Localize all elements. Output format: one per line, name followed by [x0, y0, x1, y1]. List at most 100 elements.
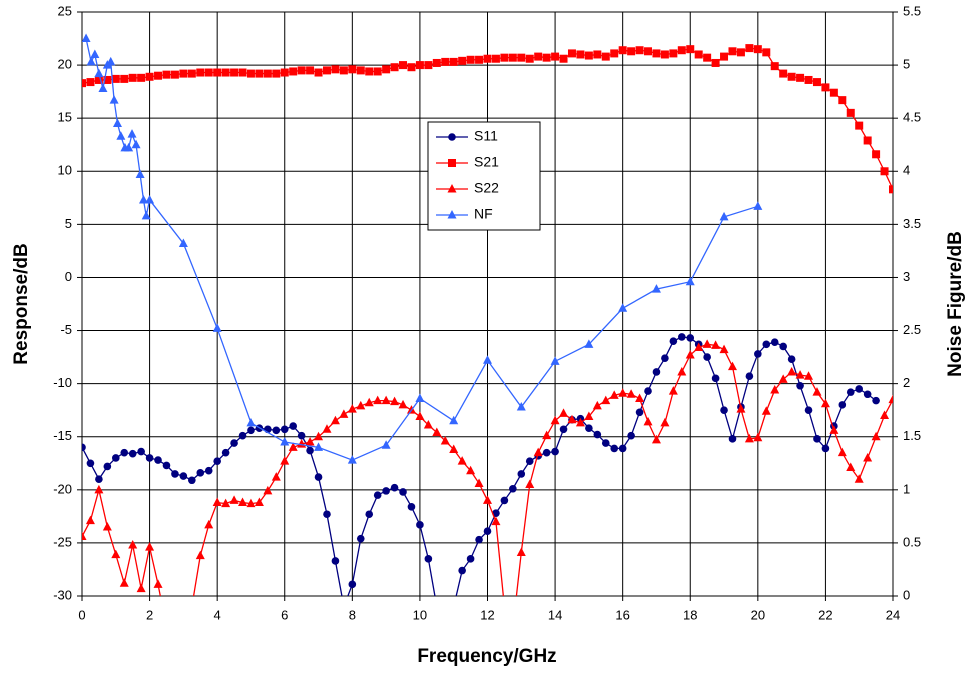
marker — [593, 50, 602, 59]
marker — [212, 323, 222, 332]
marker — [120, 74, 129, 83]
marker — [635, 46, 644, 55]
y-tick-label: -25 — [53, 534, 72, 549]
y2-tick-label: 1 — [903, 481, 910, 496]
marker — [112, 118, 122, 127]
marker — [111, 454, 120, 462]
marker — [872, 396, 880, 405]
x-tick-label: 14 — [548, 607, 562, 622]
marker — [855, 385, 864, 393]
y2-tick-label: 5 — [903, 57, 910, 72]
marker — [433, 603, 441, 611]
marker — [685, 349, 695, 359]
marker — [618, 444, 627, 453]
marker — [154, 456, 162, 464]
marker — [475, 535, 483, 544]
marker — [330, 415, 340, 425]
marker — [458, 566, 466, 575]
marker — [120, 448, 129, 457]
marker — [491, 54, 500, 63]
marker — [399, 488, 407, 496]
marker — [178, 238, 188, 247]
marker — [779, 342, 787, 351]
marker — [449, 444, 459, 453]
marker — [399, 61, 408, 70]
marker — [846, 388, 855, 396]
marker — [458, 56, 467, 65]
y-tick-label: 5 — [65, 216, 72, 231]
marker — [187, 69, 196, 78]
marker — [390, 63, 399, 72]
marker — [720, 406, 728, 414]
marker — [872, 150, 881, 159]
y-tick-label: -10 — [53, 375, 72, 390]
marker — [846, 108, 855, 117]
marker — [466, 465, 476, 475]
marker — [770, 62, 779, 71]
marker — [559, 425, 568, 434]
marker — [212, 497, 222, 507]
marker — [720, 52, 729, 61]
marker — [820, 398, 830, 408]
x-tick-label: 22 — [818, 607, 832, 622]
marker — [141, 210, 151, 220]
marker — [254, 497, 264, 507]
marker — [280, 437, 290, 446]
marker — [550, 415, 560, 425]
marker — [838, 401, 847, 409]
marker — [196, 68, 205, 77]
marker — [289, 422, 297, 430]
marker — [280, 456, 290, 465]
marker — [542, 448, 551, 457]
marker — [347, 455, 357, 464]
marker — [139, 194, 149, 204]
marker — [744, 433, 754, 443]
marker — [711, 340, 721, 349]
marker — [728, 435, 737, 443]
marker — [373, 67, 382, 76]
marker — [127, 129, 137, 138]
marker — [509, 484, 517, 493]
marker — [297, 66, 306, 75]
marker — [98, 83, 108, 92]
marker — [111, 74, 120, 83]
marker — [829, 425, 839, 434]
marker — [534, 52, 543, 61]
marker — [863, 136, 872, 145]
marker — [347, 404, 357, 413]
marker — [559, 408, 569, 417]
legend-label: S22 — [474, 180, 499, 196]
marker — [703, 53, 712, 62]
marker — [196, 469, 205, 477]
marker — [610, 49, 619, 58]
y2-tick-label: 4.5 — [903, 110, 921, 125]
marker — [416, 521, 424, 529]
marker — [483, 355, 492, 364]
marker — [128, 449, 137, 458]
marker — [424, 555, 433, 563]
marker — [551, 52, 560, 61]
marker — [390, 396, 400, 406]
marker — [415, 411, 425, 421]
x-tick-label: 20 — [751, 607, 765, 622]
marker — [838, 96, 847, 105]
marker — [238, 68, 247, 77]
marker — [821, 444, 830, 453]
marker — [694, 342, 704, 352]
marker — [246, 417, 256, 427]
marker — [677, 46, 686, 55]
x-tick-label: 4 — [214, 607, 221, 622]
marker — [812, 387, 822, 396]
marker — [694, 50, 703, 59]
marker — [204, 466, 213, 475]
marker — [627, 47, 636, 56]
y-tick-label: -20 — [53, 481, 72, 496]
marker — [447, 210, 457, 219]
marker — [213, 68, 222, 77]
marker — [263, 69, 272, 78]
legend-label: NF — [474, 206, 493, 222]
y2-tick-label: 2 — [903, 375, 910, 390]
marker — [761, 406, 771, 415]
marker — [448, 159, 456, 167]
marker — [124, 142, 134, 152]
